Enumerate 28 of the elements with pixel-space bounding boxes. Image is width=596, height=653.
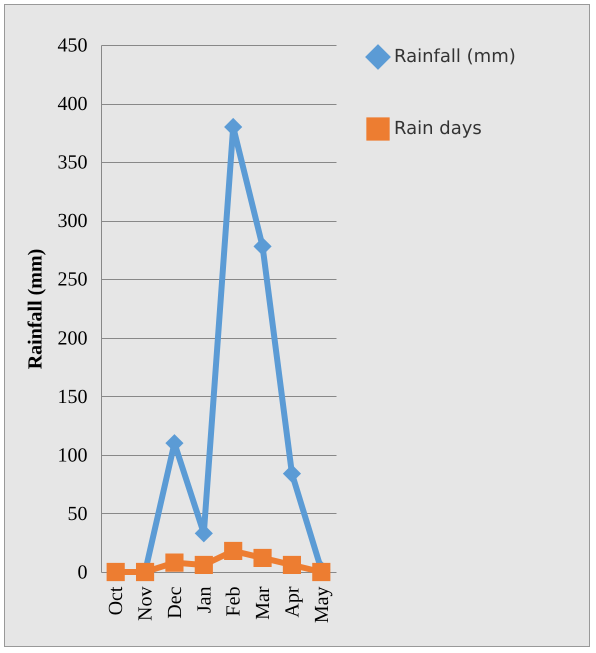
point — [194, 556, 213, 574]
x-tick-label: Mar — [252, 586, 274, 620]
point — [253, 548, 272, 568]
y-tick-label: 100 — [58, 444, 88, 466]
x-tick-label: May — [310, 586, 333, 624]
x-tick-label: Feb — [222, 586, 245, 616]
x-tick-label: Apr — [281, 586, 304, 618]
legend-label: Rain days — [394, 118, 482, 139]
point — [282, 556, 302, 574]
y-tick-label: 0 — [78, 562, 88, 584]
y-tick-label: 50 — [68, 502, 88, 525]
x-tick-label: Dec — [164, 586, 186, 619]
legend-label: Rainfall (mm) — [394, 46, 516, 67]
y-axis-title: Rainfall (mm) — [24, 248, 46, 370]
x-tick-label: Oct — [105, 586, 128, 616]
point — [282, 464, 302, 483]
y-tick-label: 350 — [58, 152, 88, 174]
y-tick-label: 400 — [58, 93, 88, 116]
y-tick-label: 250 — [58, 268, 88, 291]
x-tick-label: Nov — [134, 586, 157, 621]
y-tick-label: 300 — [58, 210, 88, 232]
point — [312, 562, 330, 582]
y-tick-label: 150 — [58, 386, 88, 408]
y-tick-label: 200 — [58, 327, 88, 350]
y-tick-label: 450 — [58, 34, 88, 56]
x-tick-label: Jan — [193, 586, 216, 614]
point — [165, 554, 184, 572]
point — [224, 542, 242, 560]
